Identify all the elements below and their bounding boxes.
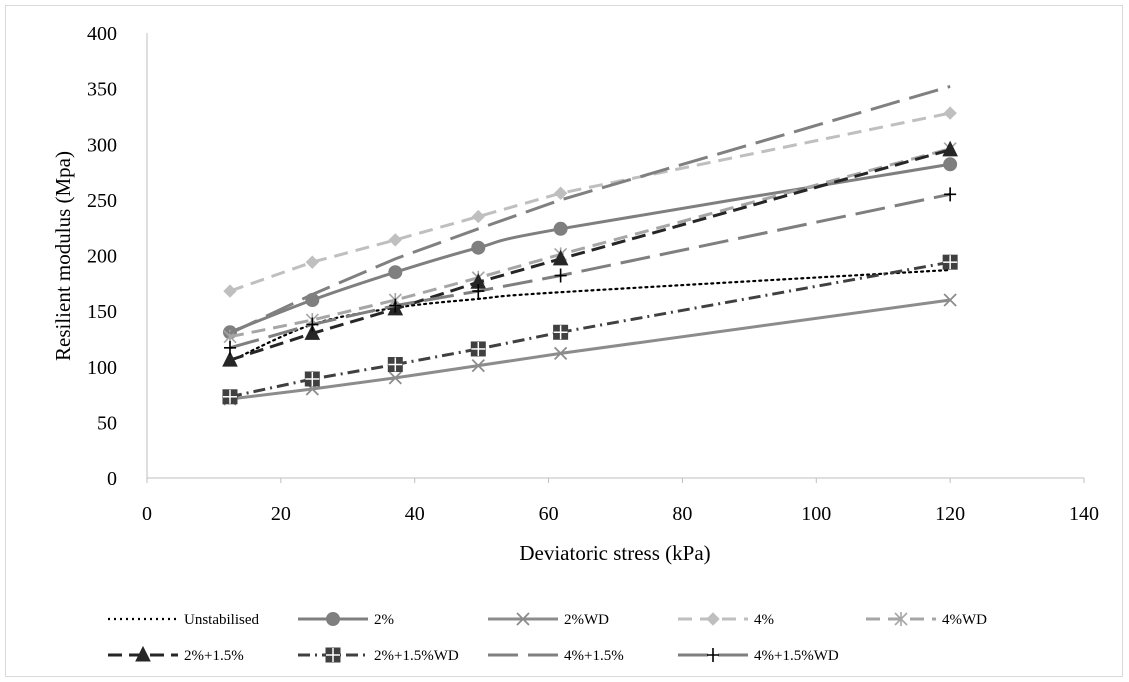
legend-label: 2%+1.5%WD — [374, 648, 459, 664]
legend-item: Unstabilised — [108, 612, 259, 628]
data-point — [389, 298, 402, 313]
y-axis-title: Resilient modulus (Mpa) — [51, 151, 75, 361]
series-5 — [222, 140, 958, 367]
series-line — [229, 148, 951, 362]
series-line — [229, 192, 951, 350]
data-point — [554, 268, 567, 283]
plot-area: 0 50 100 150 200 250 300 350 400 0 20 40 60 80 100 120 1… — [87, 23, 1099, 525]
legend-marker — [325, 647, 341, 663]
y-tick-label: 0 — [107, 468, 117, 490]
y-tick-label: 400 — [87, 23, 117, 45]
series-3 — [223, 106, 957, 298]
legend-marker — [707, 648, 719, 662]
legend-item: 4%WD — [866, 612, 987, 628]
legend: Unstabilised 2% 2%WD 4% 4%WD 2%+1.5% 2%+1.5%WD… — [108, 612, 987, 664]
x-tick-label: 0 — [142, 503, 152, 525]
data-point — [942, 140, 958, 157]
data-point — [553, 324, 569, 340]
series-8 — [223, 187, 957, 355]
y-tick-label: 300 — [87, 134, 117, 156]
legend-item: 2%+1.5% — [108, 645, 244, 664]
y-tick-label: 200 — [87, 246, 117, 268]
data-point — [223, 284, 237, 298]
series-2 — [223, 293, 957, 406]
series-line — [229, 298, 951, 401]
data-point — [388, 233, 403, 247]
series-line — [229, 147, 951, 339]
data-point — [943, 293, 957, 307]
legend-item: 4%+1.5% — [488, 648, 624, 664]
legend-marker — [894, 612, 908, 626]
data-point — [471, 240, 486, 255]
legend-marker — [516, 612, 530, 626]
data-point — [304, 371, 320, 387]
data-point — [471, 359, 485, 373]
data-point — [472, 284, 485, 299]
data-point — [304, 324, 321, 340]
legend-label: 4%WD — [942, 612, 987, 628]
data-point — [470, 341, 486, 357]
legend-item: 2% — [298, 612, 394, 628]
x-tick-label: 140 — [1069, 503, 1099, 525]
y-tick-label: 250 — [87, 190, 117, 212]
x-tick-label: 40 — [405, 503, 425, 525]
x-tick-label: 120 — [935, 503, 965, 525]
series-line — [229, 162, 951, 334]
legend-item: 4% — [678, 612, 774, 628]
data-point — [553, 186, 568, 200]
y-tick-label: 350 — [87, 79, 117, 101]
y-tick-label: 100 — [87, 357, 117, 379]
legend-marker — [706, 612, 720, 626]
legend-item: 2%WD — [488, 612, 609, 628]
x-tick-label: 100 — [801, 503, 831, 525]
legend-label: 2% — [374, 612, 394, 628]
data-point — [222, 350, 238, 367]
x-tick-label: 60 — [539, 503, 559, 525]
series-line — [229, 260, 951, 399]
legend-item: 2%+1.5%WD — [298, 647, 459, 664]
series-line — [229, 111, 951, 293]
series-1 — [222, 157, 958, 340]
data-point — [944, 187, 957, 202]
legend-label: 2%+1.5% — [184, 648, 244, 664]
data-point — [943, 157, 958, 172]
legend-item: 4%+1.5%WD — [678, 648, 839, 664]
legend-marker — [326, 612, 340, 626]
legend-label: 4%+1.5%WD — [754, 648, 839, 664]
data-point — [305, 255, 320, 269]
data-point — [942, 254, 958, 270]
data-point — [552, 249, 569, 266]
legend-label: 2%WD — [564, 612, 609, 628]
data-point — [388, 265, 403, 280]
data-point — [222, 389, 238, 405]
series-6 — [222, 254, 958, 405]
y-tick-label: 150 — [87, 301, 117, 323]
data-point — [306, 317, 319, 332]
series-line — [229, 84, 951, 335]
x-axis-title: Deviatoric stress (kPa) — [519, 541, 710, 565]
data-point — [223, 340, 236, 355]
data-point — [553, 221, 568, 236]
data-point — [387, 357, 403, 373]
legend-label: Unstabilised — [184, 612, 259, 628]
legend-label: 4%+1.5% — [564, 648, 624, 664]
data-point — [553, 346, 568, 361]
x-tick-label: 20 — [271, 503, 291, 525]
x-tick-label: 80 — [672, 503, 692, 525]
data-point — [943, 106, 957, 120]
series-7 — [229, 84, 951, 335]
y-tick-label: 50 — [97, 412, 117, 434]
legend-marker — [135, 645, 151, 662]
data-point — [388, 371, 402, 385]
data-point — [471, 209, 486, 224]
legend-label: 4% — [754, 612, 774, 628]
